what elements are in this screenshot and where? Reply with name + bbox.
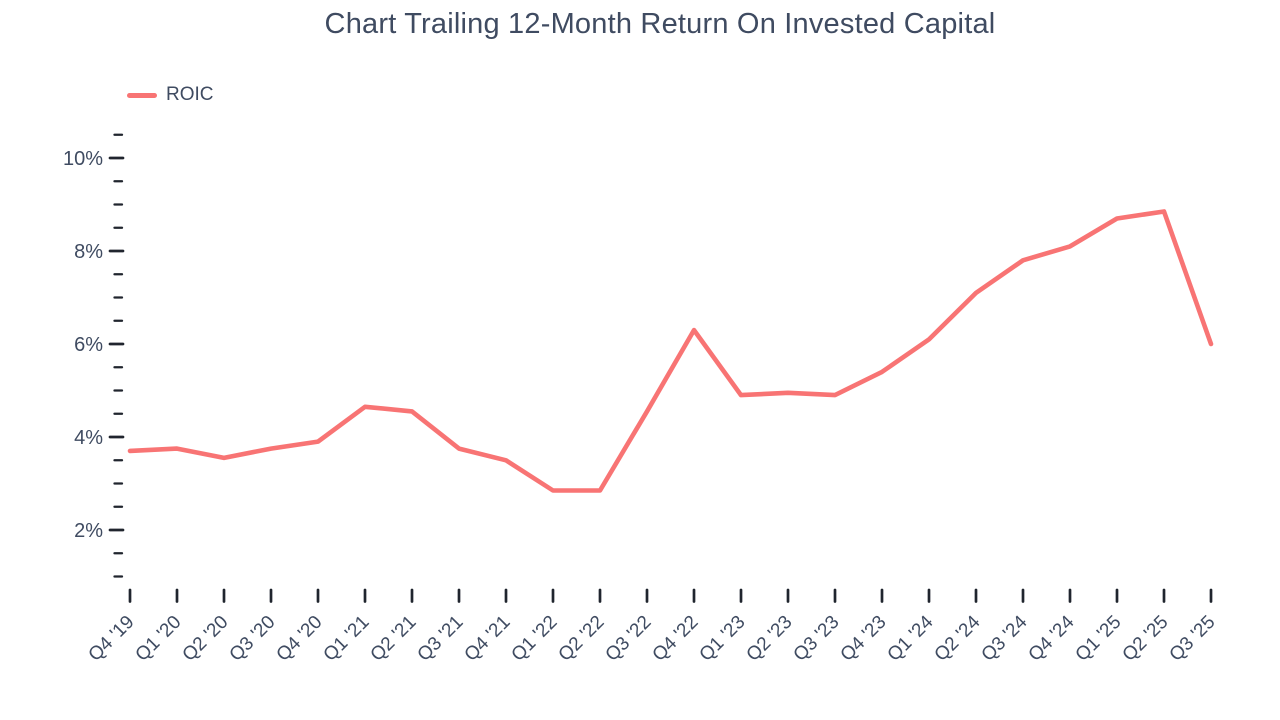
x-tick-label: Q2 '25 bbox=[1119, 612, 1173, 666]
legend: ROIC bbox=[127, 84, 214, 106]
y-tick-label: 2% bbox=[74, 520, 103, 542]
x-tick-label: Q4 '20 bbox=[273, 612, 327, 666]
x-tick-label: Q3 '25 bbox=[1166, 612, 1220, 666]
y-tick-label: 8% bbox=[74, 241, 103, 263]
x-tick-label: Q1 '23 bbox=[696, 612, 750, 666]
x-tick-label: Q4 '19 bbox=[85, 612, 139, 666]
x-tick-label: Q1 '24 bbox=[884, 611, 938, 665]
x-tick-label: Q3 '24 bbox=[978, 611, 1032, 665]
x-tick-label: Q1 '25 bbox=[1072, 612, 1126, 666]
x-tick-label: Q2 '24 bbox=[931, 611, 985, 665]
x-tick-label: Q4 '23 bbox=[837, 612, 891, 666]
x-tick-label: Q3 '21 bbox=[414, 612, 468, 666]
x-tick-label: Q2 '22 bbox=[555, 612, 609, 666]
x-tick-label: Q4 '24 bbox=[1025, 611, 1079, 665]
y-tick-label: 6% bbox=[74, 334, 103, 356]
x-tick-label: Q1 '21 bbox=[320, 612, 374, 666]
x-tick-label: Q2 '20 bbox=[179, 612, 233, 666]
x-tick-label: Q2 '21 bbox=[367, 612, 421, 666]
y-tick-label: 4% bbox=[74, 427, 103, 449]
roic-legend-swatch-icon bbox=[127, 92, 157, 98]
y-tick-label: 10% bbox=[63, 148, 103, 170]
x-tick-label: Q3 '20 bbox=[226, 612, 280, 666]
x-tick-label: Q2 '23 bbox=[743, 612, 797, 666]
roic-line bbox=[127, 209, 1214, 493]
x-tick-label: Q1 '20 bbox=[132, 612, 186, 666]
x-tick-label: Q4 '22 bbox=[649, 612, 703, 666]
x-tick-label: Q3 '23 bbox=[790, 612, 844, 666]
x-tick-label: Q4 '21 bbox=[461, 612, 515, 666]
roic-legend-label: ROIC bbox=[166, 84, 214, 105]
x-tick-label: Q1 '22 bbox=[508, 612, 562, 666]
chart-title: Chart Trailing 12-Month Return On Invest… bbox=[324, 8, 996, 40]
x-tick-label: Q3 '22 bbox=[602, 612, 656, 666]
